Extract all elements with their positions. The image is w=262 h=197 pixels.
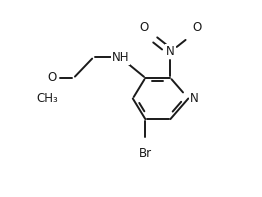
Text: NH: NH	[112, 51, 129, 64]
Text: N: N	[166, 46, 175, 59]
Text: N: N	[190, 92, 199, 105]
Text: O: O	[192, 21, 201, 34]
Text: O: O	[48, 71, 57, 84]
Text: CH₃: CH₃	[36, 92, 58, 105]
Text: O: O	[140, 21, 149, 34]
Text: Br: Br	[139, 147, 152, 160]
